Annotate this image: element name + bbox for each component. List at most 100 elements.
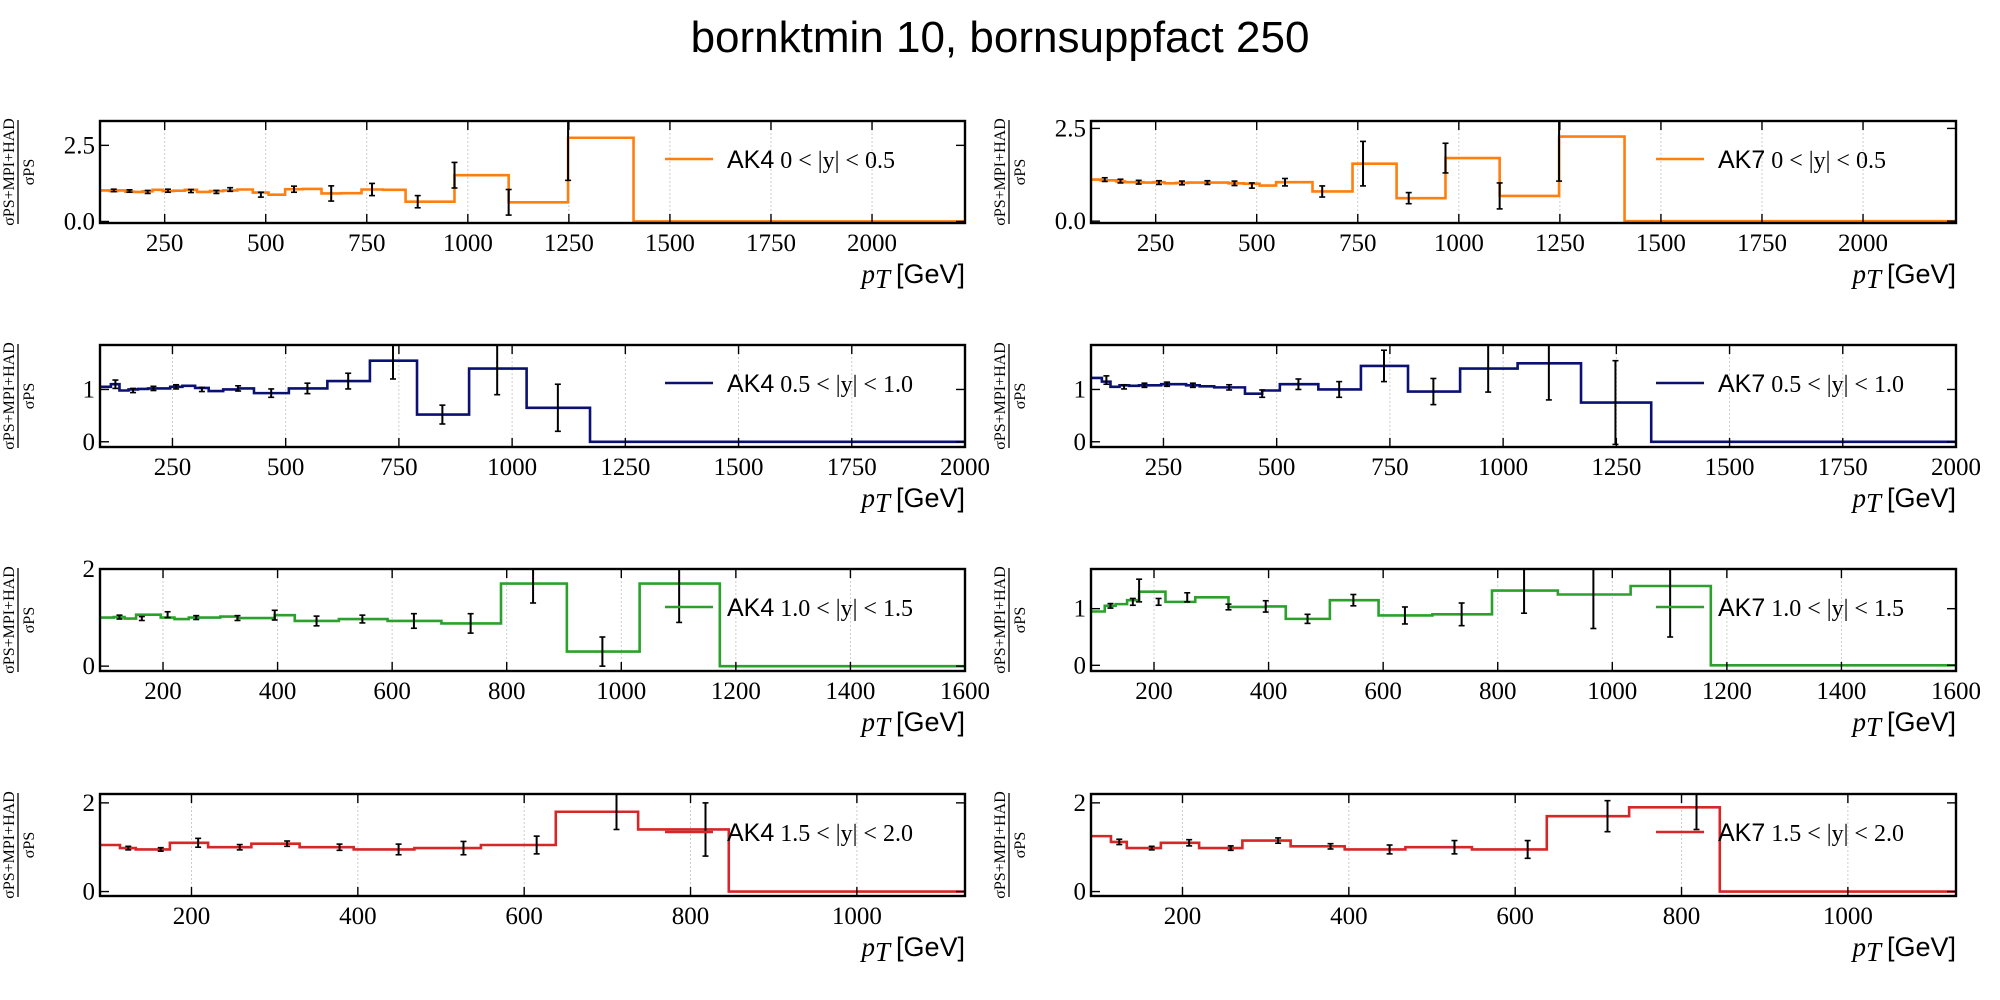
x-tick-label: 1250 [544, 230, 594, 257]
x-axis-label: pT [GeV] [1850, 707, 1956, 742]
y-label-numerator: σPS+MPI+HAD [1, 791, 18, 899]
x-tick-label: 500 [267, 454, 305, 481]
x-tick-label: 250 [1145, 454, 1183, 481]
legend-range: 1.5 < |y| < 2.0 [780, 821, 913, 847]
axes-frame [1089, 343, 1958, 449]
x-axis-label: pT [GeV] [859, 707, 965, 742]
x-tick-label: 1000 [1434, 230, 1484, 257]
y-tick-label: 2 [83, 790, 96, 817]
y-axis-label: σPS+MPI+HAD σPS [1, 566, 38, 674]
x-tick-label: 200 [173, 903, 211, 930]
legend-algo: AK7 [1718, 594, 1765, 622]
legend-algo: AK4 [727, 819, 774, 847]
x-label-sub: T [875, 488, 892, 518]
x-tick-label: 200 [1164, 903, 1202, 930]
legend-algo: AK4 [727, 594, 774, 622]
legend-range: 0 < |y| < 0.5 [1771, 148, 1886, 174]
y-label-numerator: σPS+MPI+HAD [992, 342, 1009, 450]
legend-label: AK7 1.0 < |y| < 1.5 [1718, 594, 1904, 622]
x-tick-label: 400 [1250, 678, 1288, 705]
y-label-denominator: σPS [21, 607, 38, 633]
gridlines [162, 569, 851, 671]
legend-algo: AK4 [727, 146, 774, 174]
legend-range: 0.5 < |y| < 1.0 [780, 372, 913, 398]
y-tick-label: 0 [83, 653, 96, 680]
x-label-unit: [GeV] [896, 259, 965, 289]
axes-frame [98, 119, 967, 225]
x-tick-label: 1500 [1636, 230, 1686, 257]
series-group [100, 582, 965, 668]
x-label-unit: [GeV] [1887, 259, 1956, 289]
legend: AK7 1.5 < |y| < 2.0 [1656, 819, 1904, 847]
y-label-denominator: σPS [1012, 832, 1029, 858]
x-tick-label: 1500 [645, 230, 695, 257]
y-tick-label: 0.0 [1055, 208, 1086, 235]
x-label-var: p [859, 932, 875, 962]
x-tick-label: 400 [259, 678, 297, 705]
ratio-step-line [1091, 362, 1956, 444]
x-tick-label: 500 [1238, 230, 1276, 257]
x-tick-label: 750 [1371, 454, 1409, 481]
x-tick-label: 2000 [1931, 454, 1981, 481]
legend-label: AK7 0.5 < |y| < 1.0 [1718, 370, 1904, 398]
legend-range: 1.5 < |y| < 2.0 [1771, 821, 1904, 847]
x-label-var: p [859, 483, 875, 513]
x-tick-label: 1750 [746, 230, 796, 257]
y-label-denominator: σPS [21, 832, 38, 858]
legend: AK7 1.0 < |y| < 1.5 [1656, 594, 1904, 622]
x-label-unit: [GeV] [1887, 707, 1956, 737]
x-tick-label: 600 [373, 678, 411, 705]
x-tick-label: 1000 [1587, 678, 1637, 705]
axes-frame [1089, 567, 1958, 673]
x-label-var: p [1850, 483, 1866, 513]
x-tick-label: 600 [505, 903, 543, 930]
x-tick-label: 250 [154, 454, 192, 481]
series-group [1091, 584, 1956, 667]
x-tick-label: 2000 [1838, 230, 1888, 257]
x-label-var: p [1850, 932, 1866, 962]
legend: AK4 0 < |y| < 0.5 [665, 146, 895, 174]
x-tick-label: 1200 [711, 678, 761, 705]
x-tick-label: 800 [488, 678, 526, 705]
x-label-var: p [859, 707, 875, 737]
x-tick-label: 1000 [1823, 903, 1873, 930]
x-axis-label: pT [GeV] [859, 932, 965, 967]
y-label-denominator: σPS [1012, 383, 1029, 409]
subplot-ak7-2: 250 500 750 1000 1250 1500 1750 2000 0 1 pT [GeV] σP… [992, 342, 1981, 518]
legend-range: 1.0 < |y| < 1.5 [1771, 596, 1904, 622]
x-tick-label: 400 [1330, 903, 1368, 930]
y-tick-label: 2 [83, 556, 96, 583]
x-tick-label: 1400 [1816, 678, 1866, 705]
x-label-sub: T [875, 937, 892, 967]
y-axis-label: σPS+MPI+HAD σPS [992, 791, 1029, 899]
x-tick-label: 1250 [600, 454, 650, 481]
subplot-ak7-4: 200 400 600 800 1000 0 2 pT [GeV] σPS+MPI+HAD σPS A… [992, 790, 1958, 967]
x-label-sub: T [1866, 264, 1883, 294]
x-tick-label: 1600 [1931, 678, 1981, 705]
y-tick-label: 2 [1074, 790, 1087, 817]
x-label-var: p [1850, 259, 1866, 289]
subplot-ak4-2: 250 500 750 1000 1250 1500 1750 2000 0 1 pT [GeV] σP… [1, 342, 990, 518]
legend: AK7 0 < |y| < 0.5 [1656, 146, 1886, 174]
legend-range: 0 < |y| < 0.5 [780, 148, 895, 174]
gridlines [164, 121, 873, 223]
axes-frame [1089, 792, 1958, 898]
series-group [1091, 806, 1956, 893]
x-tick-label: 2000 [940, 454, 990, 481]
legend-label: AK4 0 < |y| < 0.5 [727, 146, 895, 174]
y-axis-label: σPS+MPI+HAD σPS [1, 118, 38, 226]
x-tick-label: 1500 [714, 454, 764, 481]
x-label-var: p [859, 259, 875, 289]
y-tick-label: 0.0 [64, 208, 95, 235]
series-group [1091, 362, 1956, 444]
y-label-numerator: σPS+MPI+HAD [1, 118, 18, 226]
x-tick-label: 600 [1364, 678, 1402, 705]
legend-algo: AK4 [727, 370, 774, 398]
y-label-numerator: σPS+MPI+HAD [992, 791, 1009, 899]
x-label-unit: [GeV] [1887, 932, 1956, 962]
x-label-sub: T [875, 264, 892, 294]
x-tick-label: 500 [247, 230, 285, 257]
subplot-ak7-3: 200 400 600 800 1000 1200 1400 1600 0 1 pT [GeV] σPS… [992, 566, 1981, 742]
